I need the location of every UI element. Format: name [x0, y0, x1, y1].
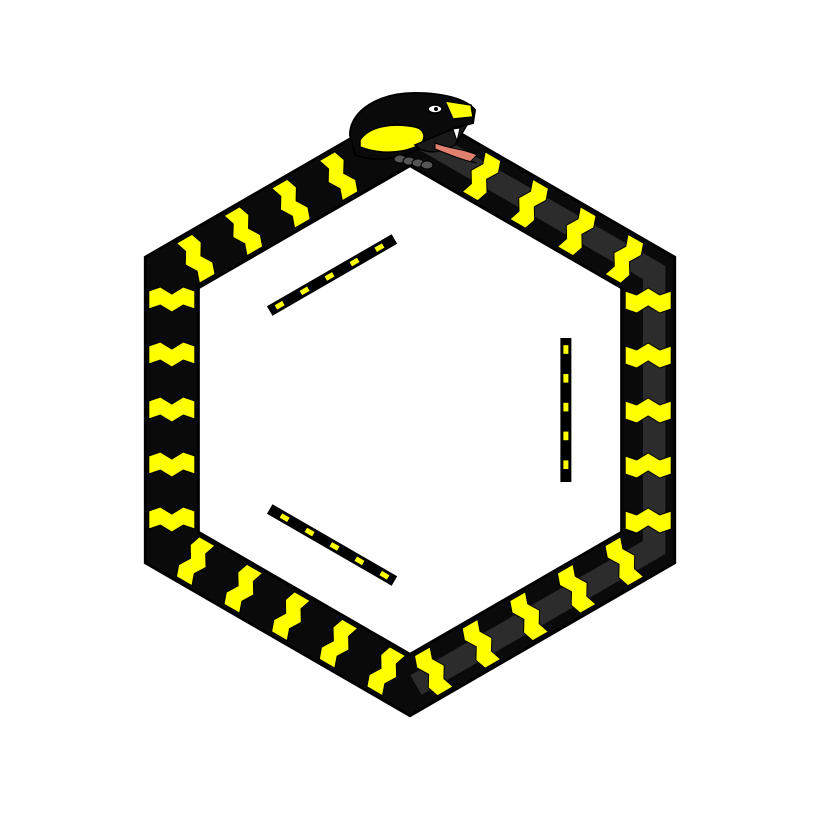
jaw-scale: [420, 160, 434, 170]
double-bond-dash: [349, 257, 360, 267]
yellow-band: [624, 507, 672, 534]
double-bond-dash: [374, 243, 385, 252]
yellow-band: [175, 536, 216, 587]
yellow-band: [148, 506, 196, 533]
snake-yellow-bands: [148, 151, 672, 697]
yellow-band: [318, 618, 359, 669]
yellow-band: [604, 233, 645, 284]
snake-head: [348, 91, 478, 170]
yellow-band: [366, 646, 407, 697]
yellow-band: [223, 206, 264, 257]
double-bond-dash: [274, 300, 285, 310]
double-bond-lines: [266, 234, 572, 586]
yellow-band: [624, 397, 672, 424]
yellow-band: [223, 563, 264, 614]
double-bond-dash: [279, 513, 290, 522]
snout-patch: [443, 100, 474, 120]
yellow-band: [175, 233, 216, 284]
yellow-band: [148, 286, 196, 313]
yellow-band: [604, 536, 645, 587]
tongue-icon: [434, 142, 478, 164]
double-bond-dash: [304, 527, 315, 537]
double-bond-dash: [329, 542, 340, 551]
yellow-band: [461, 151, 502, 202]
fang-icon: [452, 127, 461, 143]
double-bond-dash: [354, 556, 365, 566]
yellow-band: [148, 451, 196, 478]
double-bond-dash: [324, 272, 335, 281]
yellow-band: [148, 341, 196, 368]
pupil: [434, 107, 438, 111]
yellow-band: [556, 206, 597, 257]
yellow-band: [148, 396, 196, 423]
double-bond-dash: [299, 286, 310, 296]
yellow-band: [624, 287, 672, 314]
yellow-band: [413, 646, 454, 697]
yellow-band: [624, 342, 672, 369]
head-yellow-patch: [359, 124, 425, 153]
yellow-band: [270, 178, 311, 229]
yellow-band: [556, 563, 597, 614]
yellow-band: [509, 591, 550, 642]
yellow-band: [461, 618, 502, 669]
yellow-band: [271, 591, 312, 642]
yellow-band: [508, 178, 549, 229]
double-bond-dash: [379, 570, 390, 580]
yellow-band: [318, 151, 359, 202]
yellow-band: [624, 452, 672, 479]
